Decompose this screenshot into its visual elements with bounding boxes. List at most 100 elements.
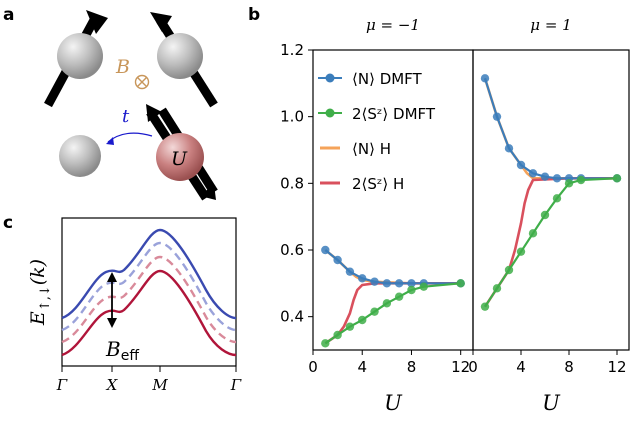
series-line <box>483 77 617 180</box>
bands-xtick-label: Γ <box>230 376 242 394</box>
x-tick-label: 8 <box>564 358 574 376</box>
data-point <box>407 279 416 288</box>
data-point <box>492 284 502 293</box>
data-point <box>382 279 392 288</box>
series-line <box>324 249 461 285</box>
x-tick-label: 12 <box>451 358 470 376</box>
subplot-2: μ = 1 0 4 8 12 U <box>468 16 630 415</box>
legend-label: 2⟨Sᶻ⟩ H <box>352 175 404 193</box>
spin-arrow-head-1 <box>86 10 108 34</box>
site-sphere-2 <box>157 33 203 79</box>
x-tick-label: 12 <box>607 358 626 376</box>
data-point <box>516 247 526 256</box>
data-point <box>333 330 342 340</box>
hop-label: t <box>122 106 130 127</box>
panel-b-letter: b <box>248 5 260 25</box>
data-point <box>492 112 502 121</box>
subplot-title: μ = 1 <box>530 16 571 34</box>
legend-swatch-marker <box>325 108 335 118</box>
y-tick-label: 1.2 <box>280 41 304 59</box>
band-up-dashed <box>61 241 237 332</box>
data-point <box>394 292 404 301</box>
legend-label: ⟨N⟩ H <box>352 140 391 158</box>
panel-c-letter: c <box>3 213 13 233</box>
data-point <box>394 279 404 288</box>
panel-c-bands: Beff E↑,↓(k) Γ X M Γ <box>27 217 242 394</box>
data-point <box>456 279 465 288</box>
data-point <box>358 315 367 325</box>
field-label: B <box>115 56 130 78</box>
series-line <box>483 177 617 308</box>
beff-label: Beff <box>105 337 139 364</box>
field-into-page-icon <box>134 74 150 90</box>
y-tick-label: 0.4 <box>280 308 304 326</box>
data-point <box>504 265 514 275</box>
data-point <box>480 74 490 83</box>
bands-frame <box>61 217 237 367</box>
spin-arrow-head-2 <box>150 12 172 32</box>
data-point <box>612 174 622 183</box>
data-point <box>552 194 562 203</box>
panel-b-chart: μ = −1 0 4 8 12 U 0.4 0.6 0.8 1.0 1.2 ⟨N⟩ DMFT 2⟨Sᶻ⟩… <box>280 16 630 415</box>
data-point <box>564 179 574 188</box>
band-up-solid <box>61 228 237 320</box>
y-tick-label: 1.0 <box>280 108 304 126</box>
series-line <box>483 77 617 180</box>
data-point <box>370 277 379 286</box>
series-line <box>324 282 461 345</box>
bands-xtick-label: X <box>106 376 119 394</box>
data-point <box>552 174 562 183</box>
subplot-frame <box>472 49 630 351</box>
interaction-label: U <box>171 148 188 170</box>
site-sphere-U <box>156 133 204 181</box>
spin-down-head <box>200 184 216 200</box>
data-point <box>528 229 538 238</box>
x-axis-label: U <box>542 391 561 415</box>
data-point <box>540 172 550 181</box>
data-point <box>576 175 586 185</box>
legend-label: ⟨N⟩ DMFT <box>352 70 423 88</box>
spin-up-head <box>146 104 162 122</box>
x-tick-label: 8 <box>407 358 417 376</box>
data-point <box>480 302 490 311</box>
subplot-1: μ = −1 0 4 8 12 U 0.4 0.6 0.8 1.0 1.2 ⟨N⟩ DMFT 2⟨Sᶻ⟩… <box>280 16 474 415</box>
x-tick-label: 4 <box>516 358 526 376</box>
data-point <box>504 144 514 153</box>
data-point <box>540 210 550 220</box>
bands-ylabel: E↑,↓(k) <box>27 259 53 326</box>
y-tick-label: 0.6 <box>280 241 304 259</box>
subplot-frame <box>312 49 474 351</box>
band-down-solid <box>61 269 237 357</box>
legend-swatch-marker <box>325 73 335 83</box>
data-point <box>407 285 416 295</box>
data-point <box>321 245 330 255</box>
data-point <box>321 339 330 348</box>
series-line <box>484 177 618 308</box>
hop-arrow <box>107 132 153 143</box>
data-point <box>528 169 538 178</box>
x-tick-label: 4 <box>357 358 367 376</box>
subplot-title: μ = −1 <box>366 16 420 34</box>
bands-xtick-label: M <box>151 376 168 394</box>
data-point <box>333 255 342 265</box>
data-point <box>382 299 392 308</box>
site-sphere-1 <box>57 33 103 79</box>
data-point <box>419 282 428 291</box>
x-tick-label: 0 <box>308 358 318 376</box>
site-sphere-3 <box>59 135 101 177</box>
bands-xtick-label: Γ <box>56 376 68 394</box>
y-tick-label: 0.8 <box>280 174 304 192</box>
data-point <box>358 274 367 283</box>
data-point <box>345 267 355 276</box>
series-line <box>324 281 461 345</box>
legend-label: 2⟨Sᶻ⟩ DMFT <box>352 105 436 123</box>
data-point <box>345 322 355 331</box>
x-tick-label: 0 <box>468 358 478 376</box>
band-down-dashed <box>61 255 237 344</box>
x-axis-label: U <box>384 391 403 415</box>
panel-a-schematic: B t U <box>44 10 218 201</box>
beff-arrow-top <box>107 272 117 282</box>
data-point <box>516 160 526 170</box>
beff-arrow-bottom <box>107 318 117 328</box>
